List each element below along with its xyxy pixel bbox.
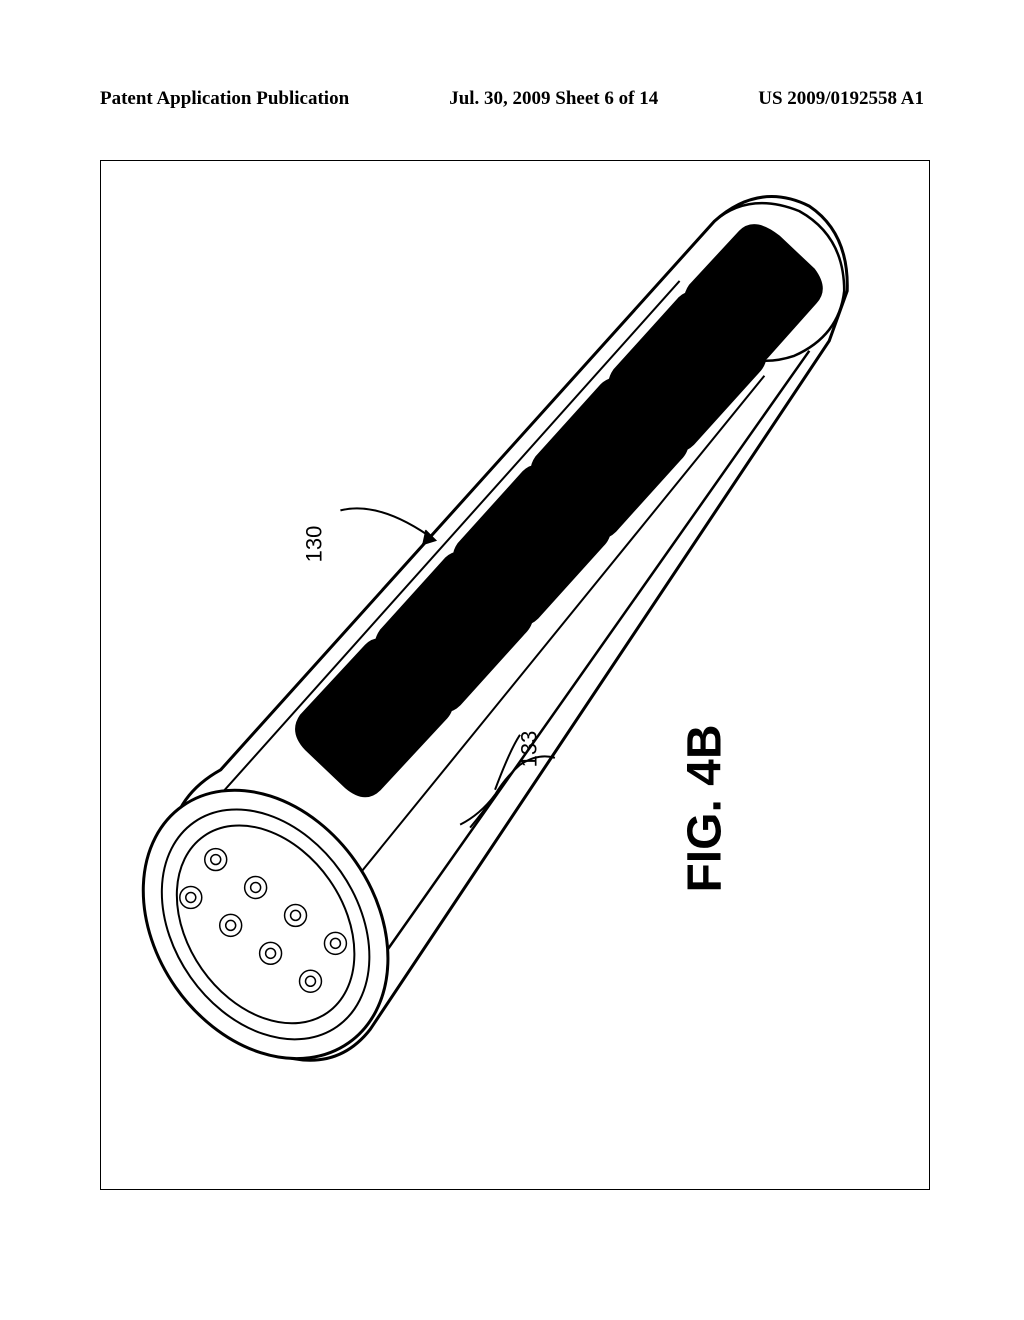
reference-numeral-133: 133 [516, 731, 542, 768]
header-publication: Patent Application Publication [100, 88, 349, 110]
header-patent-number: US 2009/0192558 A1 [758, 88, 924, 110]
figure-frame: 130 133 FIG. 4B [100, 160, 930, 1190]
figure-label: FIG. 4B [678, 724, 733, 892]
header-date-sheet: Jul. 30, 2009 Sheet 6 of 14 [449, 88, 658, 110]
device-illustration [101, 161, 929, 1189]
page-header: Patent Application Publication Jul. 30, … [0, 88, 1024, 110]
reference-numeral-130: 130 [301, 526, 327, 563]
